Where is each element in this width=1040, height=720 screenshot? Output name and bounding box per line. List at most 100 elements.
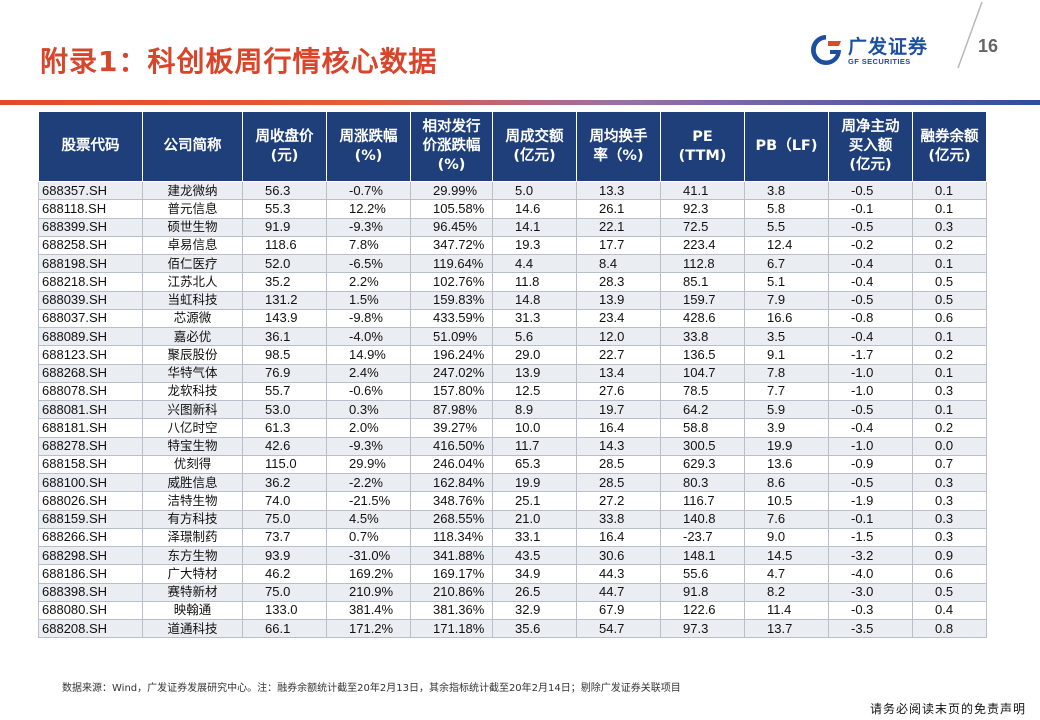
table-row: 688181.SH 八亿时空 61.3 2.0% 39.27% 10.0 16.4 58.8 3… xyxy=(38,418,987,438)
value-cell: 0.9 xyxy=(912,545,987,566)
company-name-cell: 聚辰股份 xyxy=(142,345,243,365)
value-cell: 116.7 xyxy=(660,491,745,511)
column-header: 周均换手 率（%) xyxy=(576,111,661,182)
value-cell: -0.8 xyxy=(828,308,913,329)
value-cell: 196.24% xyxy=(410,345,493,365)
value-cell: 0.3 xyxy=(912,381,987,402)
column-header: PB（LF) xyxy=(744,111,829,182)
value-cell: 140.8 xyxy=(660,509,745,529)
value-cell: 61.3 xyxy=(242,418,327,438)
value-cell: 7.6 xyxy=(744,509,829,529)
stock-code-cell: 688357.SH xyxy=(38,180,143,201)
value-cell: 33.8 xyxy=(660,326,745,347)
company-name-cell: 威胜信息 xyxy=(142,472,243,493)
value-cell: 210.9% xyxy=(326,582,411,602)
value-cell: -9.8% xyxy=(326,308,411,329)
value-cell: 159.83% xyxy=(410,290,493,310)
value-cell: -0.1 xyxy=(828,199,913,219)
value-cell: 381.36% xyxy=(410,600,493,621)
value-cell: 92.3 xyxy=(660,199,745,219)
value-cell: 8.2 xyxy=(744,582,829,602)
value-cell: 115.0 xyxy=(242,454,327,475)
table-row: 688078.SH 龙软科技 55.7 -0.6% 157.80% 12.5 27.6 78.… xyxy=(38,381,987,402)
value-cell: 341.88% xyxy=(410,545,493,566)
company-name-cell: 赛特新材 xyxy=(142,582,243,602)
value-cell: 5.1 xyxy=(744,272,829,292)
value-cell: 0.3 xyxy=(912,217,987,237)
company-name-cell: 道通科技 xyxy=(142,618,243,639)
value-cell: 0.1 xyxy=(912,180,987,201)
value-cell: 0.5 xyxy=(912,272,987,292)
value-cell: 0.5 xyxy=(912,290,987,310)
value-cell: -0.4 xyxy=(828,326,913,347)
value-cell: 0.6 xyxy=(912,308,987,329)
value-cell: -0.4 xyxy=(828,272,913,292)
value-cell: 0.4 xyxy=(912,600,987,621)
value-cell: 0.3 xyxy=(912,527,987,548)
stock-code-cell: 688298.SH xyxy=(38,545,143,566)
value-cell: 34.9 xyxy=(492,564,577,584)
value-cell: 11.4 xyxy=(744,600,829,621)
value-cell: 0.1 xyxy=(912,253,987,274)
value-cell: 87.98% xyxy=(410,399,493,420)
company-name-cell: 江苏北人 xyxy=(142,272,243,292)
value-cell: 0.3 xyxy=(912,491,987,511)
stock-code-cell: 688039.SH xyxy=(38,290,143,310)
column-header: 周成交额 (亿元) xyxy=(492,111,577,182)
value-cell: 0.2 xyxy=(912,418,987,438)
value-cell: -0.5 xyxy=(828,217,913,237)
value-cell: -4.0% xyxy=(326,326,411,347)
value-cell: 102.76% xyxy=(410,272,493,292)
value-cell: 93.9 xyxy=(242,545,327,566)
value-cell: 44.7 xyxy=(576,582,661,602)
stock-code-cell: 688158.SH xyxy=(38,454,143,475)
value-cell: 19.9 xyxy=(744,436,829,456)
value-cell: -6.5% xyxy=(326,253,411,274)
value-cell: 29.99% xyxy=(410,180,493,201)
table-row: 688026.SH 洁特生物 74.0 -21.5% 348.76% 25.1 27.2 11… xyxy=(38,491,987,511)
value-cell: 75.0 xyxy=(242,509,327,529)
value-cell: 0.1 xyxy=(912,199,987,219)
value-cell: 416.50% xyxy=(410,436,493,456)
value-cell: 0.3% xyxy=(326,399,411,420)
column-header: 融券余额 (亿元) xyxy=(912,111,987,182)
value-cell: -0.4 xyxy=(828,418,913,438)
value-cell: 268.55% xyxy=(410,509,493,529)
value-cell: 29.0 xyxy=(492,345,577,365)
table-row: 688268.SH 华特气体 76.9 2.4% 247.02% 13.9 13.4 104.… xyxy=(38,363,987,383)
value-cell: -0.2 xyxy=(828,235,913,256)
value-cell: -3.5 xyxy=(828,618,913,639)
value-cell: 80.3 xyxy=(660,472,745,493)
value-cell: 65.3 xyxy=(492,454,577,475)
value-cell: 36.2 xyxy=(242,472,327,493)
value-cell: 13.6 xyxy=(744,454,829,475)
value-cell: 72.5 xyxy=(660,217,745,237)
value-cell: -2.2% xyxy=(326,472,411,493)
value-cell: -9.3% xyxy=(326,217,411,237)
value-cell: -0.3 xyxy=(828,600,913,621)
value-cell: 33.8 xyxy=(576,509,661,529)
value-cell: 19.7 xyxy=(576,399,661,420)
table-row: 688089.SH 嘉必优 36.1 -4.0% 51.09% 5.6 12.0 33.8 3.… xyxy=(38,326,987,347)
value-cell: 39.27% xyxy=(410,418,493,438)
logo-text-cn: 广发证券 xyxy=(848,36,929,58)
value-cell: 0.8 xyxy=(912,618,987,639)
value-cell: -0.1 xyxy=(828,509,913,529)
value-cell: 36.1 xyxy=(242,326,327,347)
value-cell: 0.0 xyxy=(912,436,987,456)
value-cell: 26.5 xyxy=(492,582,577,602)
value-cell: 0.5 xyxy=(912,582,987,602)
company-logo: 广发证券 GF SECURITIES xyxy=(808,30,958,70)
value-cell: 2.4% xyxy=(326,363,411,383)
value-cell: 8.6 xyxy=(744,472,829,493)
value-cell: 26.1 xyxy=(576,199,661,219)
value-cell: 28.5 xyxy=(576,454,661,475)
value-cell: -1.0 xyxy=(828,381,913,402)
company-name-cell: 嘉必优 xyxy=(142,326,243,347)
value-cell: 0.7% xyxy=(326,527,411,548)
value-cell: 19.9 xyxy=(492,472,577,493)
value-cell: 223.4 xyxy=(660,235,745,256)
value-cell: -0.5 xyxy=(828,180,913,201)
stock-code-cell: 688080.SH xyxy=(38,600,143,621)
value-cell: 9.1 xyxy=(744,345,829,365)
